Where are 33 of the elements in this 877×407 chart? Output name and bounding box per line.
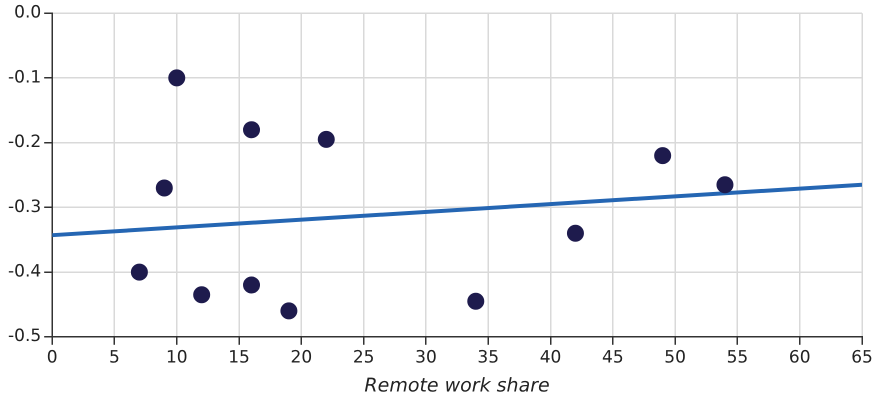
point	[318, 130, 335, 148]
point	[654, 147, 672, 164]
x-tick-label: 5	[109, 347, 120, 368]
x-tick-label: 20	[290, 347, 312, 368]
x-tick-label: 55	[726, 347, 748, 368]
point	[243, 121, 260, 138]
point	[193, 286, 210, 304]
x-tick-label: 25	[352, 347, 374, 368]
point	[156, 179, 173, 196]
x-tick-label: 65	[851, 347, 873, 368]
y-tick-label: -0.3	[8, 196, 42, 217]
point	[130, 264, 148, 281]
y-tick-label: -0.1	[8, 67, 42, 88]
x-tick-label: 0	[46, 347, 58, 368]
x-tick-label: 15	[228, 347, 250, 368]
y-tick-label: 0.0	[14, 2, 42, 23]
point	[467, 292, 484, 310]
x-tick-label: 40	[540, 347, 562, 368]
y-tick-label: -0.4	[8, 262, 42, 282]
y-tick-label: -0.2	[8, 132, 42, 152]
x-axis-title: Remote work share	[364, 374, 550, 397]
point	[243, 276, 260, 294]
x-tick-label: 60	[788, 347, 811, 368]
x-tick-label: 50	[664, 347, 686, 368]
x-tick-label: 30	[415, 347, 437, 368]
point	[280, 302, 298, 320]
y-tick-label: -0.5	[8, 326, 42, 346]
point	[716, 176, 734, 194]
point	[566, 224, 584, 242]
x-tick-label: 45	[602, 347, 624, 368]
x-tick-label: 35	[477, 347, 500, 368]
x-tick-label: 10	[166, 347, 188, 368]
point	[168, 69, 186, 86]
